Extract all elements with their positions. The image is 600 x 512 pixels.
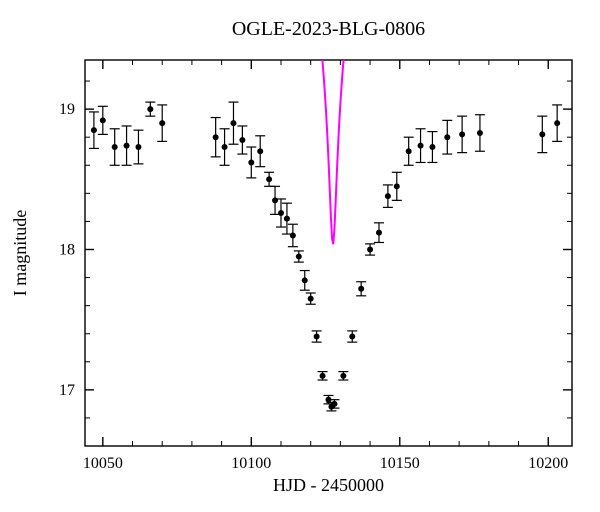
xtick-label: 10200 [528, 455, 568, 472]
data-point [124, 143, 130, 149]
x-axis-label: HJD - 2450000 [273, 475, 384, 495]
data-point [349, 334, 355, 340]
data-point [222, 144, 228, 150]
chart-svg: OGLE-2023-BLG-0806 10050 10100 10150 10200 17… [0, 0, 600, 512]
data-point [459, 131, 465, 137]
data-point [135, 144, 141, 150]
data-point [296, 254, 302, 260]
data-point [331, 401, 337, 407]
data-point [340, 373, 346, 379]
data-point [429, 144, 435, 150]
data-point [418, 143, 424, 149]
plot-frame [85, 60, 572, 446]
data-point [444, 134, 450, 140]
lightcurve-figure: OGLE-2023-BLG-0806 10050 10100 10150 10200 17… [0, 0, 600, 512]
data-point [290, 232, 296, 238]
xtick-label: 10050 [83, 455, 123, 472]
plot-content [85, 0, 572, 411]
ytick-label: 17 [59, 382, 75, 399]
data-point [278, 210, 284, 216]
data-point [239, 137, 245, 143]
data-point [284, 216, 290, 222]
data-point [112, 144, 118, 150]
data-point [539, 131, 545, 137]
data-point [272, 197, 278, 203]
data-point [314, 334, 320, 340]
data-point [147, 106, 153, 112]
y-axis-label: I magnitude [10, 210, 30, 296]
data-point [257, 148, 263, 154]
xtick-label: 10100 [231, 455, 271, 472]
data-point [266, 176, 272, 182]
data-point [358, 286, 364, 292]
data-point [367, 246, 373, 252]
xtick-label: 10150 [380, 455, 420, 472]
data-point [554, 120, 560, 126]
data-point [91, 127, 97, 133]
ytick-label: 19 [59, 101, 75, 118]
data-point [248, 159, 254, 165]
data-point [376, 230, 382, 236]
data-point [406, 148, 412, 154]
data-point [385, 193, 391, 199]
ytick-label: 18 [59, 241, 75, 258]
data-point [308, 296, 314, 302]
data-point [302, 277, 308, 283]
data-point [320, 373, 326, 379]
data-point [394, 183, 400, 189]
data-point [477, 130, 483, 136]
data-point [159, 120, 165, 126]
data-point [213, 134, 219, 140]
plot-title: OGLE-2023-BLG-0806 [232, 18, 425, 40]
data-point [100, 117, 106, 123]
data-point [230, 120, 236, 126]
